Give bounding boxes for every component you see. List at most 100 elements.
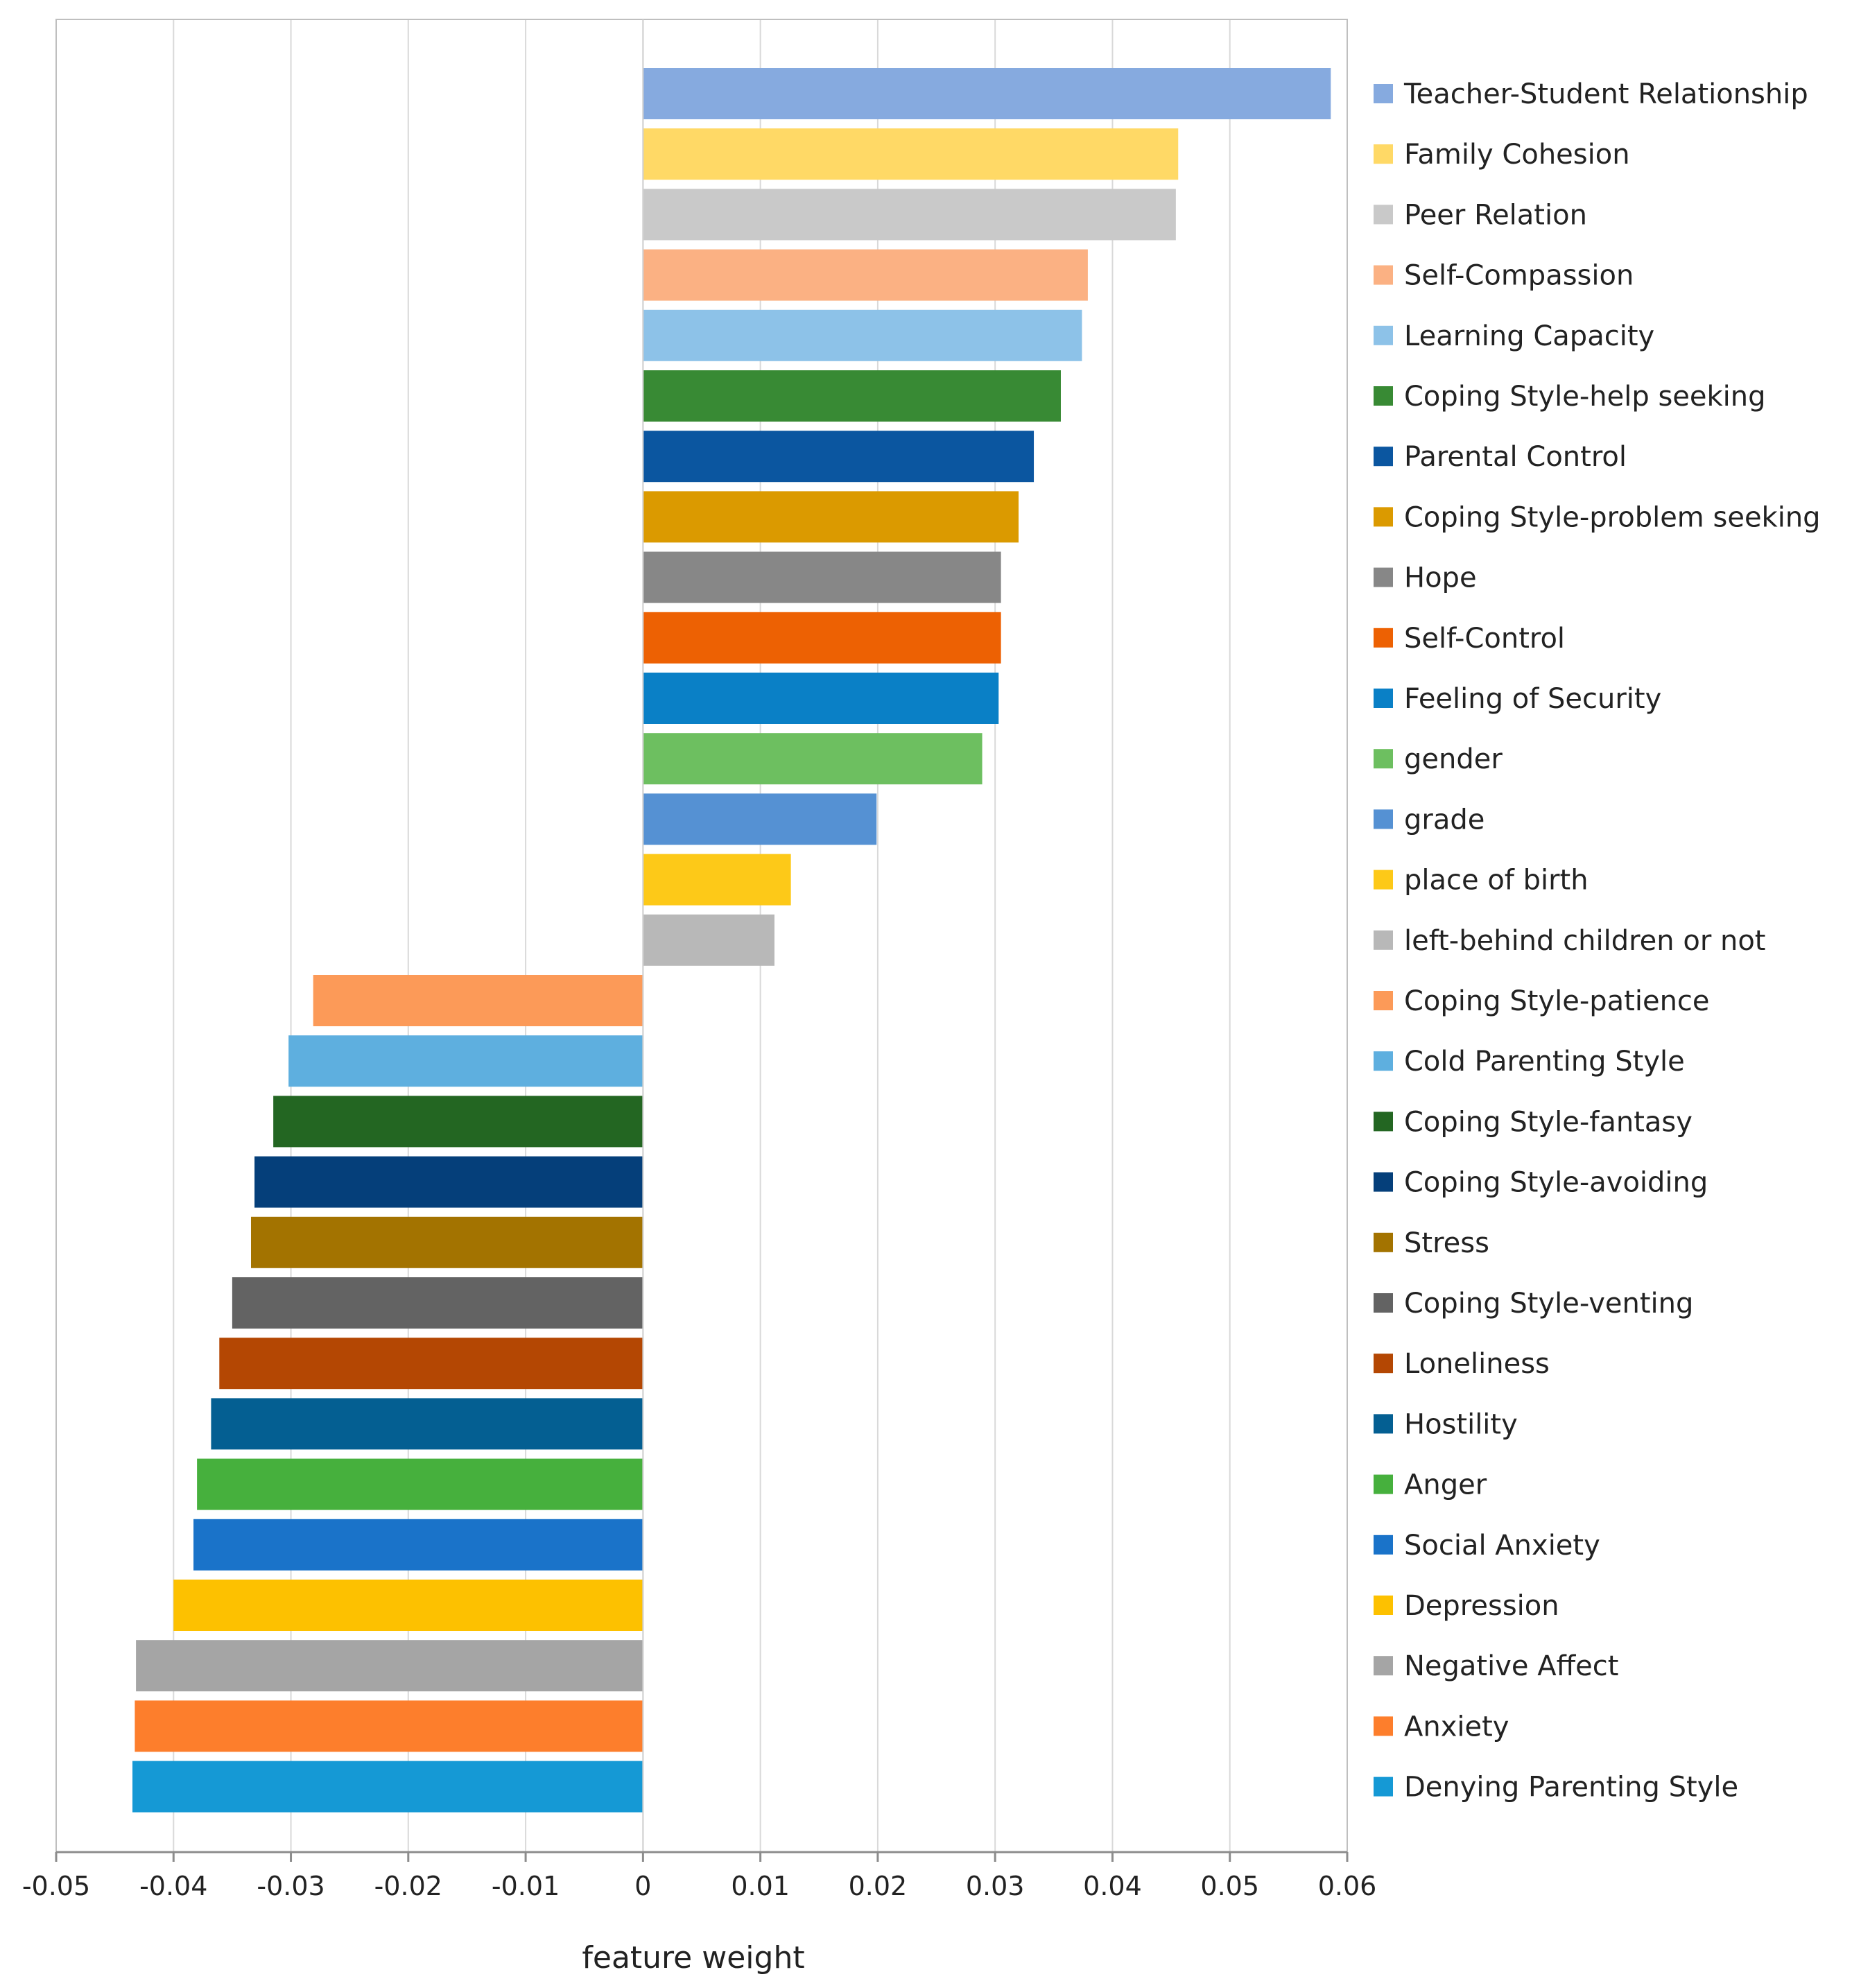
legend-label-8: Coping Style-problem seeking [1404,501,1821,533]
legend-label-29: Denying Parenting Style [1404,1772,1738,1804]
bar-16 [313,975,643,1026]
legend-swatch-27 [1374,1656,1393,1676]
legend-label-15: left-behind children or not [1404,925,1765,957]
legend-swatch-9 [1374,567,1393,587]
bar-11 [643,673,999,724]
legend-swatch-20 [1374,1232,1393,1252]
legend-swatch-21 [1374,1293,1393,1313]
legend-label-18: Coping Style-fantasy [1404,1106,1693,1138]
bar-8 [643,491,1019,543]
bar-2 [643,128,1179,180]
legend-swatch-7 [1374,447,1393,467]
legend-swatch-11 [1374,689,1393,708]
legend-label-24: Anger [1404,1469,1487,1501]
legend-label-3: Peer Relation [1404,199,1587,231]
legend-swatch-4 [1374,265,1393,285]
legend-swatch-28 [1374,1716,1393,1736]
legend-swatch-15 [1374,930,1393,950]
bar-23 [211,1398,643,1450]
legend-swatch-18 [1374,1112,1393,1132]
legend: Teacher-Student Relationship Family Cohes… [1374,78,1821,1804]
legend-swatch-26 [1374,1596,1393,1615]
legend-swatch-5 [1374,325,1393,345]
bar-17 [288,1035,643,1087]
legend-label-2: Family Cohesion [1404,139,1630,171]
legend-label-21: Coping Style-venting [1404,1288,1693,1320]
x-tick-label-0: -0.05 [22,1871,90,1901]
legend-label-16: Coping Style-patience [1404,985,1710,1017]
legend-label-12: gender [1404,743,1503,775]
bar-5 [643,309,1082,361]
x-tick-label-1: -0.04 [139,1871,207,1901]
legend-swatch-14 [1374,870,1393,890]
bar-29 [132,1761,643,1813]
x-axis-title: feature weight [582,1940,804,1976]
legend-label-17: Cold Parenting Style [1404,1046,1685,1078]
bar-14 [643,854,791,906]
bar-19 [254,1156,643,1208]
legend-swatch-8 [1374,507,1393,527]
bars [132,19,1331,1852]
legend-label-28: Anxiety [1404,1711,1509,1743]
bar-3 [643,189,1176,241]
legend-swatch-23 [1374,1414,1393,1434]
bar-6 [643,370,1061,422]
legend-swatch-10 [1374,628,1393,648]
legend-label-7: Parental Control [1404,441,1627,473]
legend-label-11: Feeling of Security [1404,683,1661,715]
legend-label-6: Coping Style-help seeking [1404,381,1766,413]
legend-swatch-16 [1374,991,1393,1010]
x-tick-label-5: 0 [634,1871,651,1901]
x-tick-label-11: 0.06 [1318,1871,1377,1901]
x-tick-label-10: 0.05 [1200,1871,1259,1901]
legend-label-23: Hostility [1404,1408,1518,1440]
bar-28 [135,1700,643,1752]
legend-label-10: Self-Control [1404,623,1565,655]
bar-20 [250,1216,643,1268]
legend-swatch-13 [1374,809,1393,829]
bar-24 [197,1458,643,1510]
x-tick-label-8: 0.03 [966,1871,1025,1901]
x-tick-label-2: -0.03 [257,1871,324,1901]
bar-10 [643,612,1001,664]
bar-4 [643,249,1088,301]
legend-swatch-1 [1374,84,1393,103]
legend-label-26: Depression [1404,1590,1559,1622]
legend-label-27: Negative Affect [1404,1650,1618,1682]
legend-label-22: Loneliness [1404,1348,1550,1380]
legend-swatch-24 [1374,1474,1393,1494]
legend-label-9: Hope [1404,562,1477,594]
x-tick-label-4: -0.01 [492,1871,560,1901]
legend-swatch-17 [1374,1051,1393,1071]
legend-swatch-12 [1374,749,1393,769]
legend-label-20: Stress [1404,1227,1489,1259]
legend-label-1: Teacher-Student Relationship [1403,78,1808,110]
x-tick-label-6: 0.01 [731,1871,790,1901]
legend-swatch-19 [1374,1172,1393,1192]
bar-27 [136,1640,643,1692]
x-tick-label-7: 0.02 [849,1871,908,1901]
legend-swatch-6 [1374,386,1393,406]
legend-label-25: Social Anxiety [1404,1530,1600,1562]
x-tick-label-3: -0.02 [374,1871,442,1901]
bar-12 [643,733,983,785]
x-tick-label-9: 0.04 [1083,1871,1142,1901]
legend-swatch-25 [1374,1535,1393,1555]
legend-label-5: Learning Capacity [1404,320,1654,352]
bar-15 [643,914,774,966]
bar-22 [219,1338,643,1390]
bar-13 [643,793,877,845]
bar-7 [643,431,1035,483]
legend-label-13: grade [1404,804,1485,836]
bar-9 [643,551,1001,603]
legend-label-19: Coping Style-avoiding [1404,1167,1708,1199]
legend-label-14: place of birth [1404,865,1589,897]
legend-swatch-22 [1374,1354,1393,1374]
bar-1 [643,68,1331,119]
bar-25 [193,1519,643,1571]
bar-26 [173,1580,643,1631]
legend-swatch-29 [1374,1777,1393,1797]
bar-21 [232,1277,643,1329]
legend-swatch-3 [1374,205,1393,225]
